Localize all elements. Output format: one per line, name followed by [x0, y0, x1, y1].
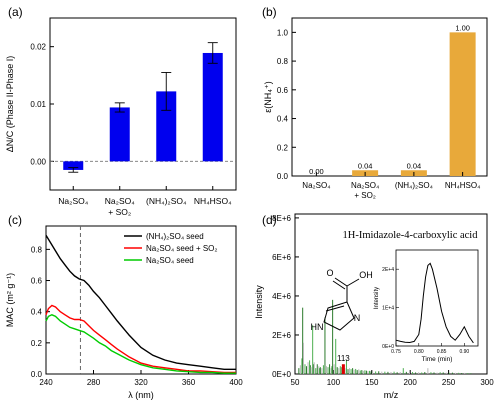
legend-entry: Na₂SO₄ seed	[146, 256, 194, 265]
inset-chart: 0E+0 1E+4 2E+4 0.75 0.80 0.85 0.90 Time (min) In…	[374, 249, 479, 363]
y-tick-label: 8E+6	[272, 214, 291, 223]
y-tick-label: 0.00	[30, 157, 46, 166]
panel-b: (b) 0.0 0.2 0.4 0.6 0.8 1.0 0.00 Na₂SO₄ 0.04 Na₂SO…	[262, 5, 488, 200]
y-tick-label: 0.2	[277, 143, 289, 152]
y-tick-label: 0.4	[31, 308, 43, 317]
x-tick-label: 300	[480, 378, 494, 387]
x-axis-label: λ (nm)	[128, 390, 154, 400]
legend-entry: (NH₄)₂SO₄ seed	[146, 232, 204, 241]
y-tick-label: 6E+6	[272, 253, 291, 262]
bar-data-label: 0.04	[407, 161, 422, 170]
x-tick-label: (NH₄)₂SO₄	[146, 196, 187, 206]
series-line	[45, 234, 236, 370]
hydroxyl-bond	[346, 278, 360, 287]
inset-x-tick-label: 0.80	[414, 349, 424, 355]
y-axis-label: ΔN/C (Phase II-Phase I)	[5, 56, 15, 153]
y-tick-label: 4E+6	[272, 292, 291, 301]
carbonyl-bond	[334, 277, 348, 287]
nitrogen-atom: N	[354, 313, 361, 323]
y-tick-label: 0.8	[31, 245, 43, 254]
x-tick-label-line2: + SO₂	[108, 207, 131, 217]
x-axis-label: m/z	[384, 390, 399, 400]
bar	[202, 52, 223, 162]
ring-double-bond	[325, 305, 345, 312]
bar	[63, 161, 84, 170]
x-tick-label: 400	[229, 378, 243, 387]
highlight-peak-label: 113	[337, 354, 350, 363]
bar-data-label: 0.00	[309, 167, 324, 176]
y-tick-label: 0E+0	[272, 370, 291, 379]
y-tick-label: 0.6	[31, 277, 43, 286]
x-tick-label: 200	[404, 378, 418, 387]
y-axis-label: MAC (m² g⁻¹)	[5, 273, 15, 327]
inset-x-tick-label: 0.85	[437, 349, 447, 355]
x-tick-label: NH₄HSO₄	[194, 196, 232, 206]
x-tick-label: 280	[87, 378, 101, 387]
series-line	[45, 304, 236, 374]
inset-x-tick-label: 0.90	[459, 349, 469, 355]
x-tick-label: 360	[182, 378, 196, 387]
carbonyl-double-bond	[332, 280, 346, 290]
y-axis-label: ε(NH₄⁺)	[263, 81, 273, 112]
inset-x-axis-label: Time (min)	[422, 356, 453, 363]
y-tick-label: 0.02	[30, 43, 46, 52]
nh-group: HN	[311, 322, 324, 332]
inset-y-tick-label: 2E+4	[382, 267, 394, 273]
y-tick-label: 1.0	[277, 28, 289, 37]
y-axis-label: Intensity	[254, 285, 264, 319]
legend-entry: Na₂SO₄ seed + SO₂	[146, 244, 218, 253]
y-tick-label: 0.4	[277, 115, 289, 124]
x-tick-label: Na₂SO₄	[302, 181, 330, 190]
molecule-structure: O OH N HN	[311, 268, 373, 332]
hydroxyl-group: OH	[359, 270, 373, 280]
series-line	[45, 314, 236, 374]
inset-x-tick-label: 0.75	[391, 349, 401, 355]
inset-y-axis-label: Intensity	[374, 287, 380, 309]
x-tick-label: 320	[134, 378, 148, 387]
y-tick-label: 0.0	[31, 370, 43, 379]
x-tick-label: 100	[327, 378, 341, 387]
y-tick-label: 2E+6	[272, 331, 291, 340]
panel-b-frame	[291, 17, 488, 177]
y-tick-label: 0.2	[31, 339, 43, 348]
x-tick-label: 50	[291, 378, 300, 387]
y-tick-label: 0.8	[277, 57, 289, 66]
y-tick-label: 0.6	[277, 86, 289, 95]
inset-y-tick-label: 1E+4	[382, 306, 394, 312]
bar	[156, 91, 177, 162]
panel-b-label: (b)	[262, 5, 277, 19]
chart-title: 1H-Imidazole-4-carboxylic acid	[343, 230, 479, 241]
panel-d: (d) 0E+0 2E+6 4E+6 6E+6 8E+6 50 100 150 200 250 300…	[254, 213, 494, 400]
panel-c: (c) 0.0 0.2 0.4 0.6 0.8 240 280 320 360 400 (NH₄)₂S…	[5, 213, 243, 400]
x-tick-label: Na₂SO₄	[105, 196, 135, 206]
x-tick-label: 250	[442, 378, 456, 387]
bar-data-label: 1.00	[455, 23, 470, 32]
x-tick-label: 150	[365, 378, 379, 387]
x-tick-label: Na₂SO₄	[351, 181, 379, 190]
y-tick-label: 0.0	[277, 172, 289, 181]
oxygen-atom: O	[326, 268, 333, 278]
x-tick-label: NH₄HSO₄	[445, 181, 480, 190]
x-tick-label: Na₂SO₄	[58, 196, 88, 206]
inset-line	[395, 262, 474, 344]
panel-a-label: (a)	[8, 5, 23, 19]
panel-c-label: (c)	[8, 213, 22, 227]
highlight-peak	[341, 364, 345, 374]
imidazole-ring	[323, 301, 355, 331]
bar-data-label: 0.04	[358, 161, 373, 170]
inset-frame	[395, 249, 479, 347]
bar	[449, 32, 476, 177]
panel-d-label: (d)	[262, 213, 277, 227]
x-tick-label-line2: + SO₂	[354, 191, 376, 200]
inset-y-tick-label: 0E+0	[382, 344, 394, 350]
bar	[109, 107, 130, 162]
x-tick-label: 240	[39, 378, 53, 387]
x-tick-label: (NH₄)₂SO₄	[395, 181, 433, 190]
y-tick-label: 0.01	[30, 100, 46, 109]
